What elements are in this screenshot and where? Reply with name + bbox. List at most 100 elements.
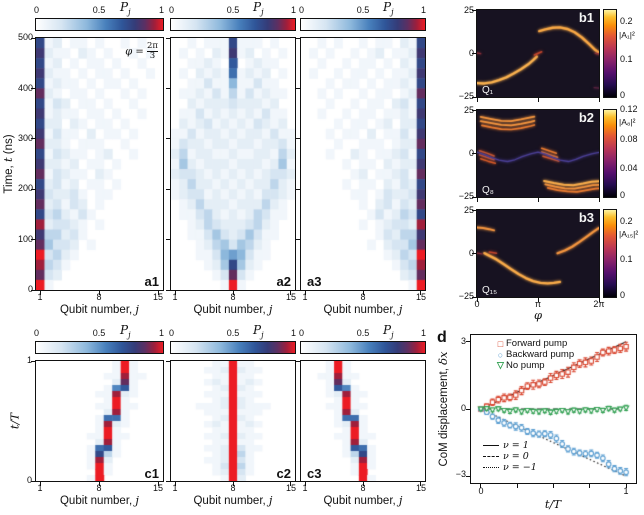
- tick-mark: [158, 482, 160, 486]
- cbar-c3-tick1: 1: [421, 328, 427, 338]
- cbar-b2-t008: 0.08: [620, 134, 638, 144]
- tick-mark: [39, 291, 41, 295]
- colorbar-b2: [603, 109, 617, 198]
- tick-mark: [166, 289, 170, 291]
- spectrum-b1: [477, 10, 599, 97]
- b3-xtick-2pi: 2π: [593, 299, 605, 309]
- tick-mark: [472, 9, 476, 11]
- dashed-line-icon: [483, 456, 499, 457]
- b3-xtick-pi: π: [534, 299, 542, 309]
- a1-ytick-100: 100: [17, 234, 33, 244]
- heatmap-a3: [301, 38, 425, 290]
- tick-mark: [232, 482, 234, 486]
- heatmap-c1: [36, 361, 163, 481]
- spectrum-panel-b2: b2 Q₈: [472, 109, 600, 202]
- tick-mark: [296, 87, 300, 89]
- a1-xaxis-label: Qubit number, j: [59, 302, 139, 316]
- tick-mark: [31, 138, 35, 140]
- tick-mark: [589, 484, 591, 488]
- c1-ytick-0: 0: [26, 475, 32, 485]
- c1-xtick-8: 8: [96, 483, 102, 493]
- cbar-b3-t0: 0: [620, 290, 626, 300]
- colorbar-c1: [35, 341, 164, 354]
- legend-nu-m1: ν = −1: [483, 462, 537, 473]
- panel-label-c2: c2: [276, 466, 291, 481]
- pump-legend: □ Forward pump ○ Backward pump ▽ No pump: [495, 338, 574, 371]
- heatmap-c3: [301, 361, 425, 481]
- spectrum-b3: [477, 210, 599, 297]
- tick-mark: [304, 291, 306, 295]
- tick-mark: [232, 291, 234, 295]
- b1-ytick-0: 0: [468, 48, 474, 58]
- c3-xaxis-label: Qubit number, j: [323, 493, 403, 507]
- tick-mark: [362, 291, 364, 295]
- a2-xaxis-label: Qubit number, j: [193, 302, 273, 316]
- colorbar-c3: [300, 341, 426, 354]
- cbar-c1-tick05: 0.5: [92, 328, 106, 338]
- legend-nu-0: ν = 0: [483, 451, 537, 462]
- panel-label-c1: c1: [144, 466, 159, 481]
- panel-label-a1: a1: [144, 274, 159, 289]
- a2-xtick-1: 1: [172, 292, 178, 302]
- cbar-c2-title: Pj: [253, 323, 264, 340]
- qubit-label-b3: Q₁₅: [482, 285, 498, 296]
- spectrum-panel-b1: b1 Q₁: [472, 9, 600, 102]
- heatmap-panel-c1: c1: [31, 360, 164, 486]
- c2-xaxis-label: Qubit number, j: [193, 493, 273, 507]
- tick-mark: [296, 289, 300, 291]
- cbar-c1-title: Pj: [120, 323, 131, 340]
- heatmap-panel-a3: a3: [296, 37, 426, 295]
- cbar-b2-t004: 0.04: [620, 163, 638, 173]
- c3-xtick-1: 1: [302, 483, 308, 493]
- tick-mark: [166, 360, 170, 362]
- phi-axis-label: φ: [533, 308, 543, 322]
- cbar-b2-t0: 0: [620, 190, 626, 200]
- panel-label-b1: b1: [578, 10, 594, 25]
- dotted-line-icon: [483, 467, 499, 468]
- cbar-b2-t012: 0.12: [620, 104, 638, 114]
- c2-xtick-8: 8: [230, 483, 236, 493]
- tick-mark: [290, 482, 292, 486]
- square-marker-icon: □: [497, 338, 504, 349]
- c1-xtick-1: 1: [37, 483, 43, 493]
- heatmap-panel-a1: φ = 2π 3 a1: [31, 37, 164, 295]
- tick-mark: [476, 198, 478, 202]
- c1-ytick-1: 1: [26, 355, 32, 365]
- heatmap-panel-c3: c3: [296, 360, 426, 486]
- heatmap-panel-c2: c2: [166, 360, 296, 486]
- colorbar-b1: [603, 9, 617, 98]
- cbar-b3-t01: 0.1: [620, 254, 633, 264]
- spectrum-panel-b3: b3 Q₁₅: [472, 209, 600, 302]
- tick-mark: [598, 298, 600, 302]
- tick-mark: [472, 53, 476, 54]
- panel-label-b2: b2: [578, 110, 594, 125]
- cbar-c3-tick05: 0.5: [356, 328, 370, 338]
- c3-xtick-8: 8: [360, 483, 366, 493]
- tick-mark: [166, 239, 170, 241]
- a2-xtick-15: 15: [285, 292, 296, 302]
- tick-mark: [296, 138, 300, 140]
- tick-mark: [466, 408, 470, 410]
- a1-ytick-200: 200: [17, 183, 33, 193]
- b3-ytick-m25: −25: [458, 291, 474, 301]
- legend-no-pump: ▽ No pump: [495, 360, 574, 371]
- a1-ytick-500: 500: [17, 32, 33, 42]
- cbar-a1-title: Pj: [120, 0, 131, 17]
- tick-mark: [472, 209, 476, 211]
- tick-mark: [472, 196, 476, 198]
- cbar-a2-title: Pj: [253, 0, 264, 17]
- time-axis-label: Time, t (ns): [0, 134, 15, 194]
- heatmap-a1: [36, 38, 163, 290]
- d-ytick-3: 3: [460, 336, 466, 346]
- cbar-c2-tick0: 0: [169, 328, 175, 338]
- tick-mark: [480, 484, 482, 488]
- tick-mark: [472, 153, 476, 154]
- c2-xtick-1: 1: [172, 483, 178, 493]
- cbar-b3-title: |A₁₅|²: [619, 229, 639, 239]
- heatmap-a2: [171, 38, 295, 290]
- d-ytick-m3: −3: [455, 469, 466, 479]
- colorbar-b3: [603, 209, 617, 298]
- tick-mark: [476, 298, 478, 302]
- a3-xaxis-label: Qubit number, j: [323, 302, 403, 316]
